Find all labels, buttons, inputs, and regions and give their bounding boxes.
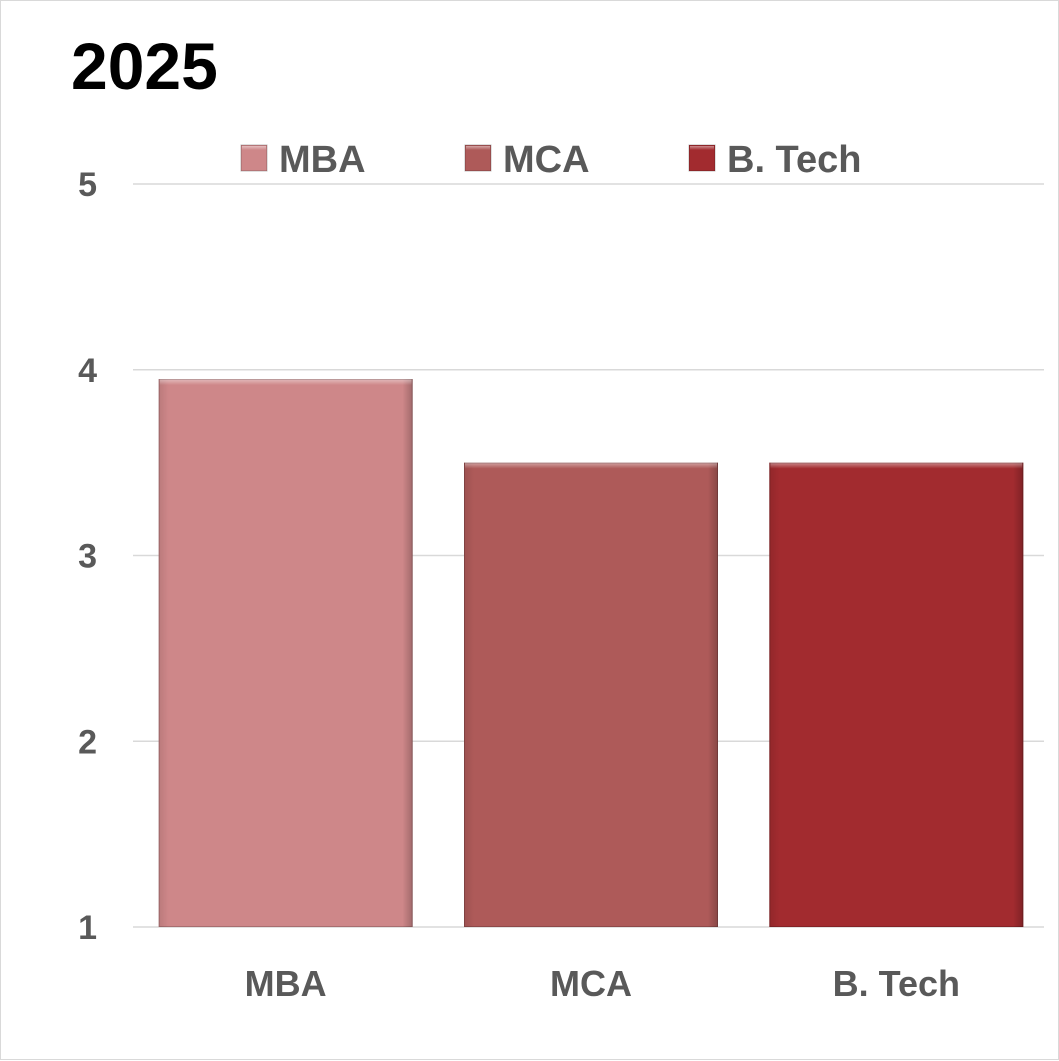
legend: MBA MCA B. Tech xyxy=(240,139,861,181)
y-tick-label: 1 xyxy=(78,909,97,947)
bar-outline xyxy=(158,379,413,928)
bar-top-bevel xyxy=(465,462,717,469)
legend-label: B. Tech xyxy=(727,139,861,181)
legend-item: MBA xyxy=(240,139,366,181)
bar-outline xyxy=(464,462,718,927)
y-tick-label: 4 xyxy=(78,352,97,390)
bar-outline xyxy=(769,462,1024,927)
legend-label: MBA xyxy=(279,139,366,181)
legend-swatch-bevel xyxy=(466,146,490,150)
bar-b-tech xyxy=(769,462,1024,927)
y-tick-label: 2 xyxy=(78,723,97,761)
legend-label: MCA xyxy=(503,139,590,181)
bars xyxy=(158,379,1024,928)
x-tick-label: MCA xyxy=(550,963,632,1004)
x-tick-label: MBA xyxy=(245,963,327,1004)
bar-top-bevel xyxy=(159,379,412,386)
bar-side-bevel xyxy=(769,462,1024,927)
legend-item: B. Tech xyxy=(688,139,861,181)
bar-side-bevel xyxy=(158,379,413,928)
y-tick-label: 3 xyxy=(78,538,97,576)
y-tick-label: 5 xyxy=(78,166,97,204)
bar-side-bevel xyxy=(464,462,718,927)
bar-mba xyxy=(158,379,413,928)
legend-swatch-bevel xyxy=(690,146,714,150)
bar-top-bevel xyxy=(770,462,1023,469)
y-axis-ticks: 1 2 3 4 5 xyxy=(78,166,97,947)
x-tick-label: B. Tech xyxy=(833,963,960,1004)
x-axis-labels: MBA MCA B. Tech xyxy=(245,963,960,1004)
bar-mca xyxy=(464,462,718,927)
legend-swatch-bevel xyxy=(242,146,266,150)
legend-item: MCA xyxy=(464,139,590,181)
chart-title: 2025 xyxy=(71,29,218,103)
